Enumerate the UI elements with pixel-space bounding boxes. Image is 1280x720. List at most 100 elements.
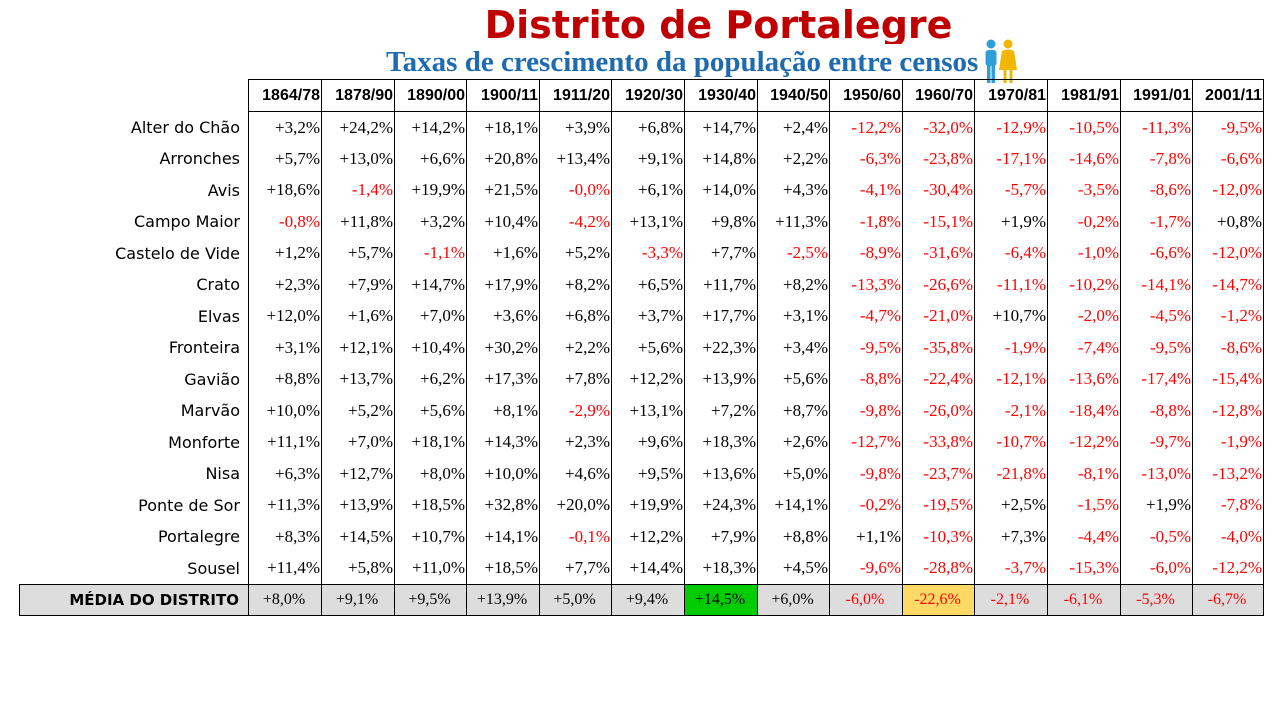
growth-rate-cell: +11,1% [248, 426, 322, 458]
district-average-cell: -2,1% [974, 583, 1048, 616]
growth-rate-cell: -11,1% [974, 269, 1048, 301]
table-row: Arronches +5,7% +13,0% +6,6% +20,8% +13,4% +9,… [20, 143, 1264, 175]
growth-rate-cell: +18,1% [394, 426, 467, 458]
growth-rate-cell: +14,5% [321, 521, 395, 553]
growth-rate-cell: +17,9% [466, 269, 540, 301]
growth-rate-cell: +14,3% [466, 426, 540, 458]
page-title: Distrito de Portalegre [484, 3, 953, 44]
growth-rate-cell: +13,9% [684, 363, 758, 395]
growth-rate-cell: -9,5% [829, 332, 903, 364]
municipality-name: Ponte de Sor [138, 495, 240, 515]
growth-rate-cell: -14,1% [1120, 269, 1193, 301]
growth-rate-cell: -4,4% [1047, 521, 1121, 553]
growth-rate-cell: -6,4% [974, 237, 1048, 269]
municipality-name: Castelo de Vide [115, 243, 240, 263]
growth-rate-cell: -1,9% [974, 332, 1048, 364]
growth-rate-cell: -8,8% [1120, 395, 1193, 427]
growth-rate-cell: +7,9% [321, 269, 395, 301]
growth-rate-cell: +3,1% [757, 300, 830, 332]
growth-rate-cell: +3,1% [248, 332, 322, 364]
district-average-cell: -6,7% [1192, 583, 1264, 616]
growth-rate-cell: -0,8% [248, 206, 322, 238]
municipality-name: Campo Maior [133, 212, 240, 232]
growth-rate-cell: -9,7% [1120, 426, 1193, 458]
growth-rate-cell: -4,2% [539, 206, 612, 238]
growth-rate-cell: -1,1% [394, 237, 467, 269]
growth-rate-cell: -1,2% [1192, 300, 1264, 332]
growth-rate-cell: +13,1% [611, 206, 685, 238]
growth-rate-cell: +8,7% [757, 395, 830, 427]
growth-rate-cell: -8,6% [1192, 332, 1264, 364]
growth-rate-cell: +9,8% [684, 206, 758, 238]
growth-rate-cell: -10,5% [1047, 111, 1121, 143]
growth-rate-cell: -4,5% [1120, 300, 1193, 332]
growth-rate-cell: +4,5% [757, 552, 830, 584]
municipality-name: Nisa [205, 464, 240, 484]
growth-rate-cell: -32,0% [902, 111, 975, 143]
growth-rate-cell: -4,7% [829, 300, 903, 332]
growth-rate-cell: +8,8% [757, 521, 830, 553]
table-row: Sousel +11,4% +5,8% +11,0% +18,5% +7,7% +14,4%… [20, 552, 1264, 584]
growth-rate-cell: +11,3% [757, 206, 830, 238]
growth-rate-cell: -9,6% [829, 552, 903, 584]
growth-rate-cell: -13,3% [829, 269, 903, 301]
growth-rate-cell: -6,6% [1120, 237, 1193, 269]
growth-rate-cell: +6,3% [248, 458, 322, 490]
growth-rate-cell: +18,5% [466, 552, 540, 584]
growth-rate-cell: -1,0% [1047, 237, 1121, 269]
growth-rate-cell: +12,1% [321, 332, 395, 364]
growth-rate-cell: -3,5% [1047, 174, 1121, 206]
growth-rate-cell: -12,7% [829, 426, 903, 458]
growth-rate-cell: -3,7% [974, 552, 1048, 584]
growth-rate-cell: +3,7% [611, 300, 685, 332]
growth-rate-cell: -12,2% [1192, 552, 1264, 584]
growth-rate-cell: +10,7% [394, 521, 467, 553]
growth-rate-cell: -12,0% [1192, 174, 1264, 206]
table-row: Gavião +8,8% +13,7% +6,2% +17,3% +7,8% +12,2% +… [20, 363, 1264, 395]
table-row: Monforte +11,1% +7,0% +18,1% +14,3% +2,3% +9,6… [20, 426, 1264, 458]
growth-rate-cell: -0,2% [829, 489, 903, 521]
growth-rate-cell: +7,7% [539, 552, 612, 584]
growth-rate-cell: -3,3% [611, 237, 685, 269]
municipality-name: Marvão [180, 401, 240, 421]
district-average-cell: +14,5% [684, 583, 758, 616]
table-row: Portalegre +8,3% +14,5% +10,7% +14,1% -0,1% +1… [20, 521, 1264, 553]
growth-rate-cell: +9,5% [611, 458, 685, 490]
municipality-name: Crato [196, 275, 240, 295]
growth-rate-cell: +2,2% [757, 143, 830, 175]
growth-rate-cell: +14,2% [394, 111, 467, 143]
growth-rate-cell: +8,2% [757, 269, 830, 301]
growth-rate-cell: +8,0% [394, 458, 467, 490]
growth-rate-cell: -9,5% [1120, 332, 1193, 364]
growth-rate-cell: -4,0% [1192, 521, 1264, 553]
growth-rate-cell: +8,8% [248, 363, 322, 395]
growth-rate-cell: +3,6% [466, 300, 540, 332]
column-header: 1900/11 [466, 79, 540, 112]
growth-rate-cell: +3,2% [394, 206, 467, 238]
growth-rate-cell: -8,8% [829, 363, 903, 395]
growth-rate-cell: +21,5% [466, 174, 540, 206]
district-average-cell: -6,0% [829, 583, 903, 616]
growth-rate-cell: -12,2% [829, 111, 903, 143]
growth-rate-cell: +2,3% [539, 426, 612, 458]
growth-rate-cell: +0,8% [1192, 206, 1264, 238]
growth-rate-cell: +6,1% [611, 174, 685, 206]
table-row: Elvas +12,0% +1,6% +7,0% +3,6% +6,8% +3,7% +17,… [20, 300, 1264, 332]
growth-rate-cell: -17,4% [1120, 363, 1193, 395]
growth-rate-cell: -0,5% [1120, 521, 1193, 553]
growth-rate-cell: -1,9% [1192, 426, 1264, 458]
district-average-cell: +5,0% [539, 583, 612, 616]
growth-rate-cell: -0,1% [539, 521, 612, 553]
growth-rate-cell: -14,7% [1192, 269, 1264, 301]
growth-rate-cell: +14,8% [684, 143, 758, 175]
growth-rate-cell: +17,7% [684, 300, 758, 332]
growth-rate-cell: +30,2% [466, 332, 540, 364]
growth-rate-cell: -21,8% [974, 458, 1048, 490]
growth-rate-cell: -1,8% [829, 206, 903, 238]
district-average-cell: +6,0% [757, 583, 830, 616]
growth-rate-cell: +6,2% [394, 363, 467, 395]
growth-rate-cell: -0,2% [1047, 206, 1121, 238]
column-header: 1878/90 [321, 79, 395, 112]
growth-rate-cell: +5,7% [248, 143, 322, 175]
growth-rate-cell: +24,3% [684, 489, 758, 521]
